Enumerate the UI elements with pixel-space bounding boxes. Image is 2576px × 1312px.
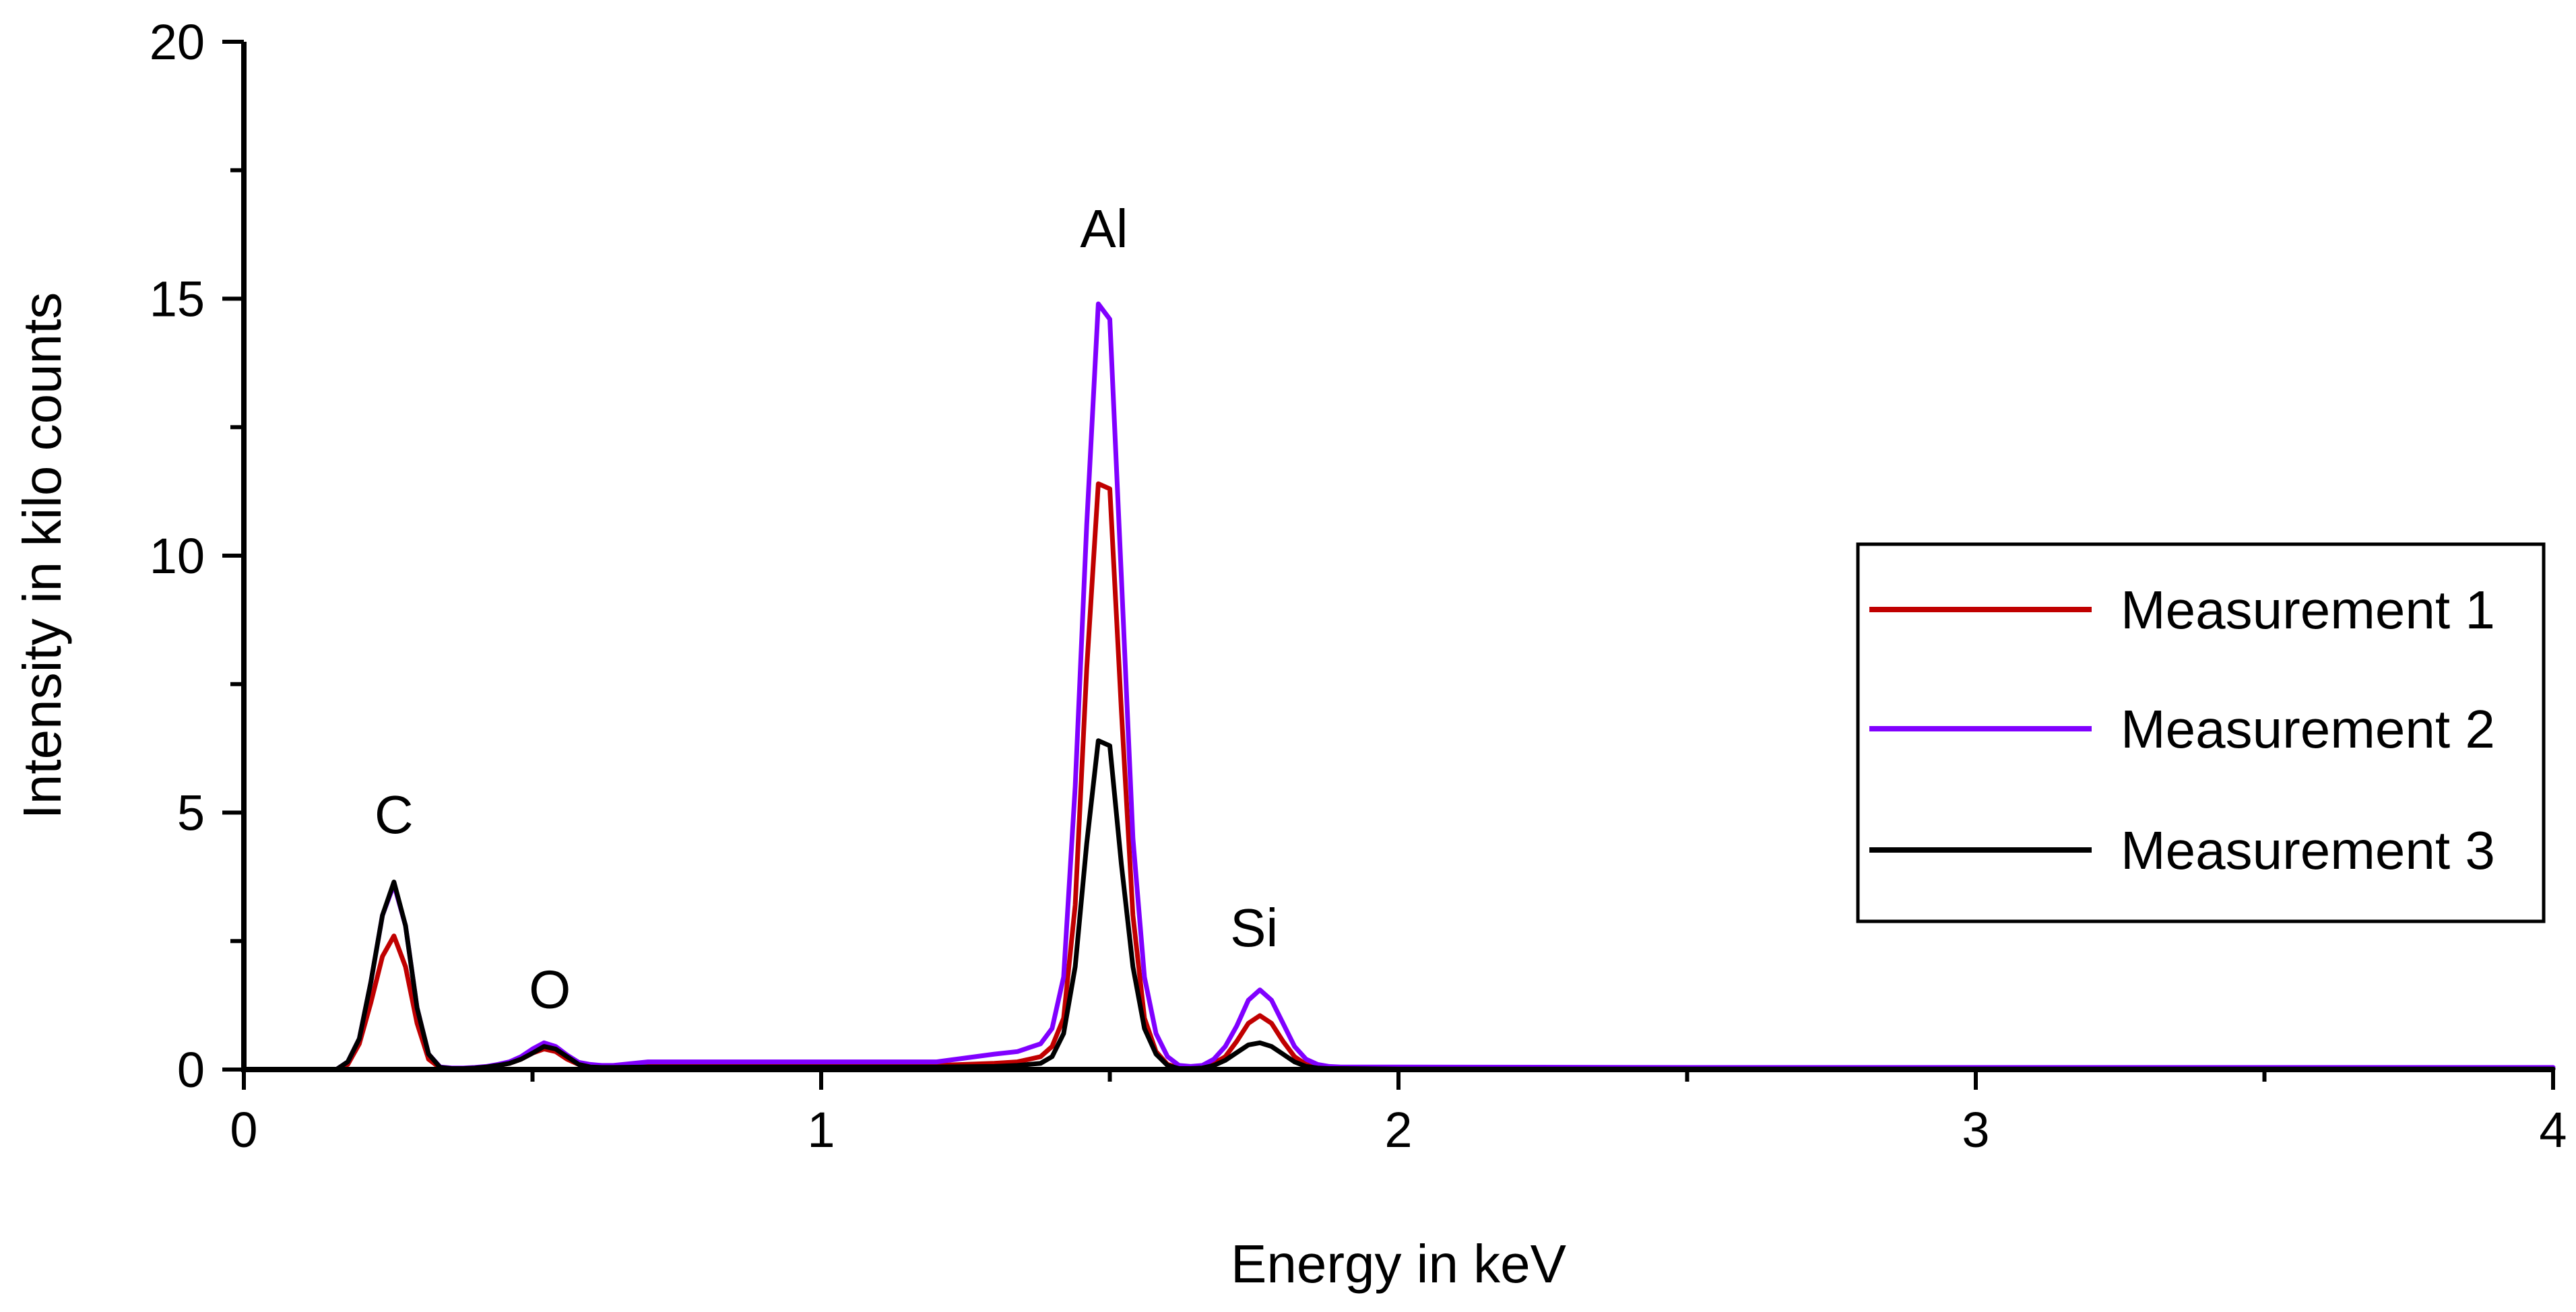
- x-axis-title: Energy in keV: [1231, 1234, 1567, 1294]
- y-axis-title: Intensity in kilo counts: [12, 292, 72, 820]
- x-tick-label: 1: [807, 1102, 835, 1158]
- legend: Measurement 1 Measurement 2 Measurement 3: [1856, 542, 2546, 923]
- y-tick-label: 20: [150, 14, 205, 70]
- x-tick-label: 0: [230, 1102, 257, 1158]
- y-tick-label: 15: [150, 271, 205, 327]
- x-tick-label: 4: [2539, 1102, 2567, 1158]
- x-tick-label: 3: [1962, 1102, 1989, 1158]
- y-tick-label: 5: [177, 785, 205, 841]
- y-tick-label: 10: [150, 528, 205, 584]
- peak-label-c: C: [375, 785, 414, 845]
- ticks: 0 1 2 3 4 0 5 10 15 20: [150, 14, 2567, 1158]
- peak-label-al: Al: [1080, 199, 1128, 259]
- y-tick-label: 0: [177, 1042, 205, 1098]
- legend-label-2: Measurement 2: [2121, 699, 2495, 759]
- peak-label-si: Si: [1230, 898, 1278, 958]
- peak-label-o: O: [529, 959, 571, 1019]
- peak-annotations: C O Al Si: [375, 199, 1278, 1019]
- legend-label-3: Measurement 3: [2121, 820, 2495, 880]
- x-tick-label: 2: [1384, 1102, 1412, 1158]
- legend-label-1: Measurement 1: [2121, 580, 2495, 640]
